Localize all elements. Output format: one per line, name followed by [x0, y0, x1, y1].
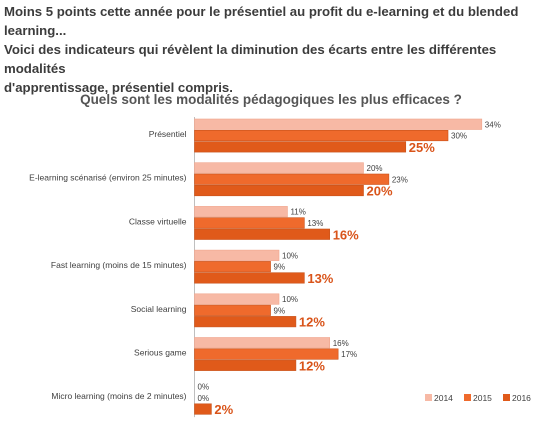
data-label-2016: 12%: [299, 315, 325, 330]
bar-2014: [194, 206, 288, 218]
legend-swatch-2014: [425, 394, 432, 401]
bar-2016: [194, 185, 364, 197]
data-label-2014: 20%: [367, 164, 383, 173]
category-label: E-learning scénarisé (environ 25 minutes…: [29, 173, 186, 183]
category-label: Micro learning (moins de 2 minutes): [51, 391, 186, 401]
data-label-2016: 12%: [299, 358, 325, 373]
bar-2015: [194, 130, 449, 142]
bar-2016: [194, 403, 212, 415]
legend-swatch-2015: [464, 394, 471, 401]
bar-2014: [194, 118, 483, 130]
category-label: Présentiel: [149, 129, 187, 139]
data-label-2015: 30%: [451, 132, 467, 141]
bar-2016: [194, 272, 305, 284]
bar-2016: [194, 316, 297, 328]
data-label-2014: 10%: [282, 295, 298, 304]
bar-2014: [194, 162, 364, 174]
data-label-2016: 25%: [409, 140, 435, 155]
data-label-2014: 0%: [198, 382, 210, 391]
data-label-2015: 23%: [392, 175, 408, 184]
data-label-2015: 9%: [274, 263, 286, 272]
bar-2014: [194, 337, 330, 349]
legend-label-2015: 2015: [473, 393, 492, 403]
data-label-2015: 0%: [198, 394, 210, 403]
data-label-2014: 11%: [290, 208, 305, 217]
bar-2015: [194, 173, 390, 185]
data-label-2014: 34%: [485, 120, 501, 129]
data-label-2015: 9%: [274, 306, 286, 315]
data-label-2016: 20%: [367, 184, 393, 199]
data-label-2014: 10%: [282, 251, 298, 260]
bar-2014: [194, 293, 280, 305]
data-label-2016: 13%: [307, 271, 333, 286]
data-label-2016: 16%: [333, 227, 359, 242]
bar-2015: [194, 304, 271, 316]
legend-label-2016: 2016: [512, 393, 531, 403]
legend-swatch-2016: [503, 394, 510, 401]
chart-title: Quels sont les modalités pédagogiques le…: [80, 92, 462, 107]
intro-line-1: Moins 5 points cette année pour le prése…: [4, 4, 519, 38]
category-label: Social learning: [131, 304, 187, 314]
data-label-2016: 2%: [214, 402, 233, 417]
bar-2015: [194, 217, 305, 229]
bar-2016: [194, 228, 330, 240]
category-label: Classe virtuelle: [129, 216, 187, 226]
category-label: Fast learning (moins de 15 minutes): [51, 260, 187, 270]
data-label-2014: 16%: [333, 339, 349, 348]
data-label-2015: 13%: [307, 219, 323, 228]
bar-2016: [194, 141, 407, 153]
bar-2015: [194, 348, 339, 360]
intro-text: Moins 5 points cette année pour le prése…: [4, 2, 544, 97]
bar-2016: [194, 359, 297, 371]
intro-line-2: Voici des indicateurs qui révèlent la di…: [4, 42, 497, 76]
intro-line-3: d'apprentissage, présentiel compris.: [4, 80, 233, 95]
bar-2014: [194, 249, 280, 261]
legend-label-2014: 2014: [434, 393, 453, 403]
category-label: Serious game: [134, 347, 187, 357]
bar-2015: [194, 261, 271, 273]
data-label-2015: 17%: [341, 350, 357, 359]
